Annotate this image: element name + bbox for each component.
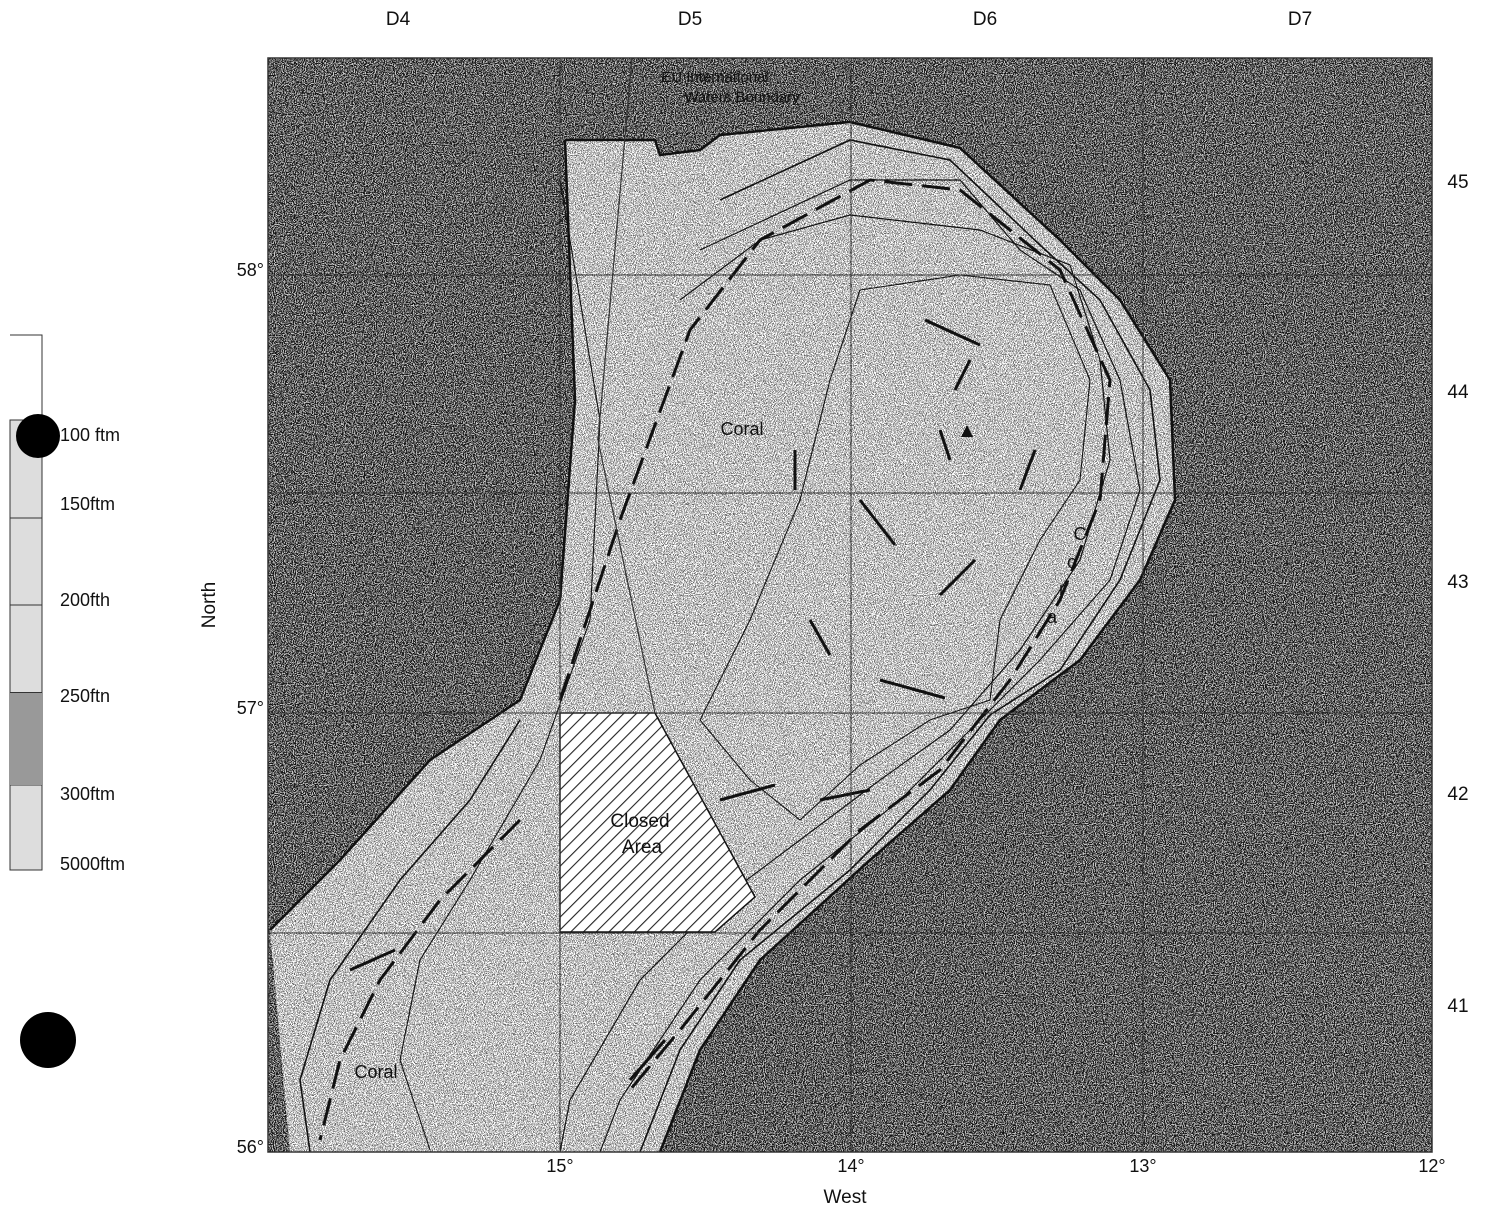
contour — [639, 139, 1161, 1153]
boundary-label: Waters Boundary — [684, 89, 800, 106]
legend-label: 300ftm — [60, 784, 115, 804]
dashed-contour — [318, 818, 522, 1141]
longitude-label: 15° — [546, 1156, 573, 1176]
longitude-label: 12° — [1418, 1156, 1445, 1176]
legend-label: 150ftm — [60, 494, 115, 514]
contour — [565, 120, 1177, 1153]
column-label: D4 — [386, 9, 411, 30]
row-label: 42 — [1447, 784, 1468, 805]
coral-letter: a — [1047, 607, 1058, 627]
boundary-line — [597, 57, 633, 441]
graticule — [267, 57, 1433, 1153]
marker-triangle — [961, 425, 973, 437]
coral-label: Coral — [354, 1062, 397, 1082]
legend-dot — [16, 414, 60, 458]
contour — [599, 179, 1141, 1153]
legend-bracket — [10, 334, 43, 420]
legend-swatch — [10, 693, 42, 785]
latitude-label: 57° — [237, 698, 264, 718]
closed-area-label: Area — [622, 837, 663, 858]
legend-label: 5000ftm — [60, 854, 125, 874]
dashed-contours — [318, 178, 1112, 1141]
dot — [20, 1012, 76, 1068]
row-label: 43 — [1447, 572, 1468, 593]
longitude-label: 13° — [1129, 1156, 1156, 1176]
depth-contours — [269, 120, 1177, 1153]
row-label: 41 — [1447, 996, 1468, 1017]
contour — [699, 274, 1091, 821]
coral-letter: r — [1059, 579, 1065, 599]
boundary-label: EU International — [661, 69, 769, 86]
legend — [9, 334, 76, 1068]
latitude-label: 56° — [237, 1137, 264, 1157]
contour — [399, 179, 601, 1151]
boundary-line — [597, 439, 656, 714]
dashed-contour — [558, 178, 1112, 1091]
legend-label: 250ftn — [60, 686, 110, 706]
row-label: 44 — [1447, 382, 1469, 403]
row-label: 45 — [1447, 172, 1468, 193]
column-label: D5 — [678, 9, 702, 30]
axis-label-x: West — [824, 1187, 868, 1208]
legend-bar — [9, 419, 43, 871]
latitude-label: 58° — [237, 260, 264, 280]
coral-letter: o — [1067, 552, 1077, 572]
contour — [269, 139, 577, 931]
closed-area-label: Closed — [610, 811, 669, 832]
column-label: D7 — [1288, 9, 1312, 30]
legend-label: 100 ftm — [60, 425, 120, 445]
axis-label-y: North — [199, 582, 220, 628]
column-label: D6 — [973, 9, 997, 30]
longitude-label: 14° — [837, 1156, 864, 1176]
coral-letter: C — [1074, 524, 1087, 544]
coral-label: Coral — [720, 419, 763, 439]
contour — [299, 719, 521, 1153]
legend-label: 200fth — [60, 590, 110, 610]
contour — [559, 214, 1111, 1153]
